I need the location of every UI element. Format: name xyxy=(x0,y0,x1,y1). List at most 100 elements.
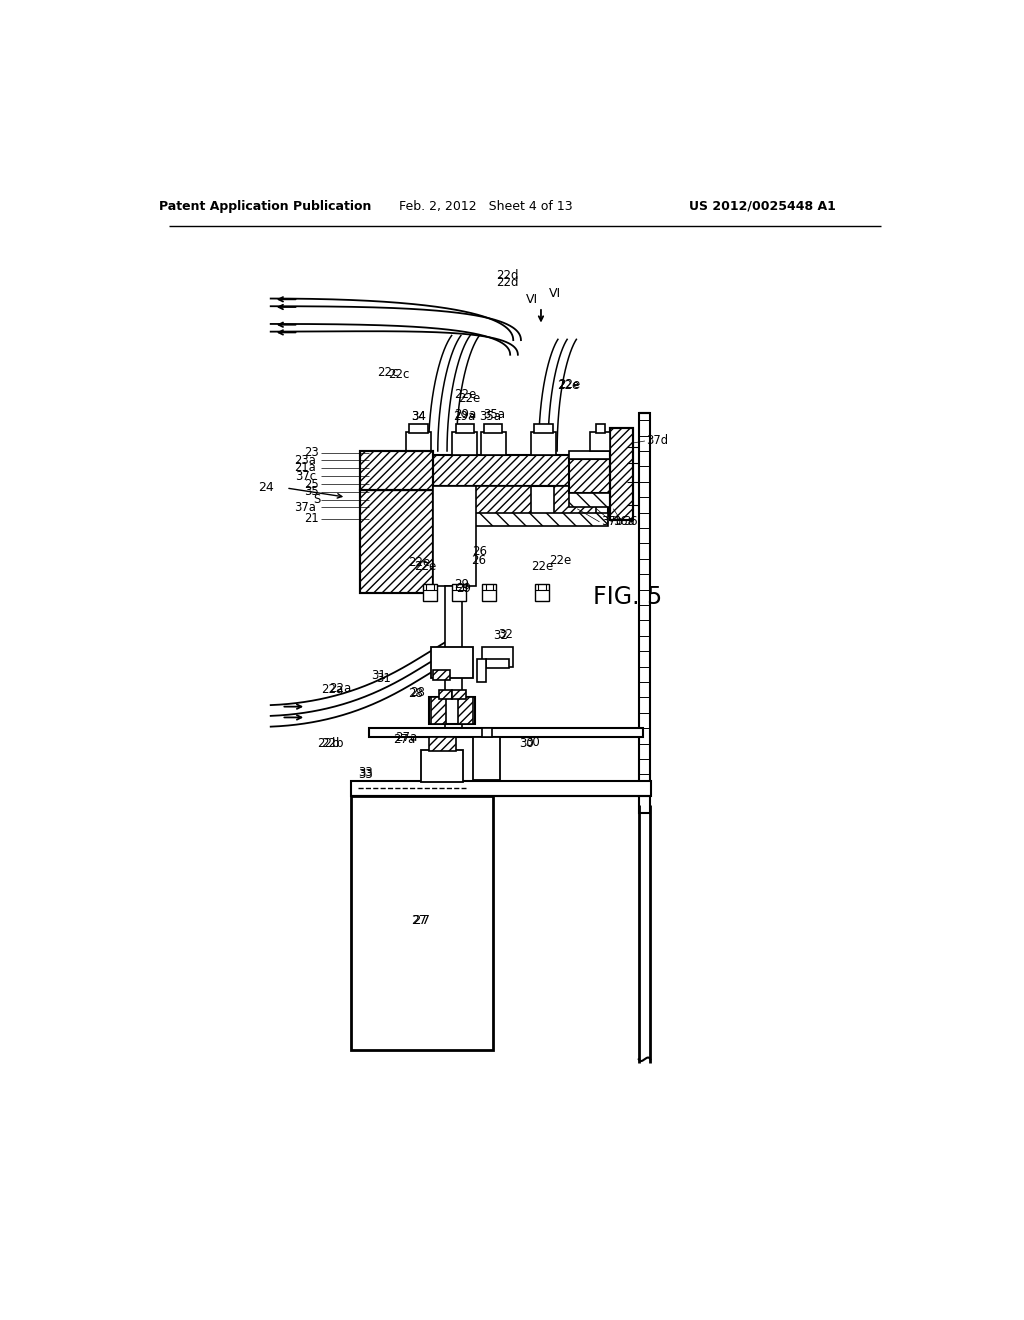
Text: 22e: 22e xyxy=(415,560,436,573)
Text: 33: 33 xyxy=(358,767,373,779)
Bar xyxy=(410,424,428,433)
Bar xyxy=(429,738,457,751)
Bar xyxy=(431,647,473,678)
Text: 34: 34 xyxy=(411,409,426,422)
Text: 30: 30 xyxy=(524,735,540,748)
Bar xyxy=(481,432,506,455)
Bar xyxy=(482,729,492,738)
Bar xyxy=(433,486,475,586)
Text: 22e: 22e xyxy=(455,388,476,401)
Text: 37b: 37b xyxy=(601,515,623,528)
Text: 27a: 27a xyxy=(395,731,418,744)
Bar xyxy=(453,585,466,601)
Bar xyxy=(609,428,633,520)
Bar xyxy=(351,780,651,796)
Text: 22b: 22b xyxy=(316,737,339,750)
Bar xyxy=(569,494,615,507)
Text: 21a: 21a xyxy=(294,462,316,474)
Text: 22e: 22e xyxy=(549,554,571,566)
Text: 24: 24 xyxy=(258,482,273,495)
Bar xyxy=(639,412,650,813)
Bar xyxy=(429,697,475,725)
Bar xyxy=(351,796,494,1051)
Bar xyxy=(431,697,446,725)
Text: 27: 27 xyxy=(413,915,430,927)
Bar xyxy=(379,486,425,516)
Bar xyxy=(458,697,473,725)
Text: 22a: 22a xyxy=(330,681,351,694)
Text: 23a: 23a xyxy=(294,454,316,467)
Bar xyxy=(407,432,431,455)
Bar xyxy=(531,432,556,455)
Text: Patent Application Publication: Patent Application Publication xyxy=(159,199,372,213)
Text: 22d: 22d xyxy=(497,269,519,282)
Text: 28: 28 xyxy=(409,686,423,700)
Text: 31: 31 xyxy=(376,672,391,685)
Text: 22b: 22b xyxy=(322,737,344,750)
Text: VI: VI xyxy=(549,286,561,300)
Text: 22c: 22c xyxy=(388,367,410,380)
Text: 22e: 22e xyxy=(531,560,554,573)
Text: 29a: 29a xyxy=(455,408,476,421)
Bar xyxy=(360,490,433,594)
Bar xyxy=(569,459,615,494)
Text: 22a: 22a xyxy=(322,684,344,696)
Text: 25: 25 xyxy=(304,478,318,491)
Text: Feb. 2, 2012   Sheet 4 of 13: Feb. 2, 2012 Sheet 4 of 13 xyxy=(399,199,573,213)
Bar xyxy=(590,432,609,451)
Bar xyxy=(379,512,608,527)
Text: 29: 29 xyxy=(456,582,471,594)
Text: 36a: 36a xyxy=(613,515,635,528)
Text: 37a: 37a xyxy=(294,500,316,513)
Bar xyxy=(535,585,549,601)
Text: 22e: 22e xyxy=(558,378,581,391)
Text: 28: 28 xyxy=(410,686,425,700)
Bar xyxy=(569,451,615,459)
Bar xyxy=(477,659,486,682)
Bar xyxy=(469,486,531,516)
Bar xyxy=(433,671,451,680)
Text: 37c: 37c xyxy=(295,470,316,483)
Text: 22e: 22e xyxy=(458,392,480,405)
Text: 27a: 27a xyxy=(393,733,416,746)
Text: 26: 26 xyxy=(472,545,486,557)
Text: 22c: 22c xyxy=(377,366,398,379)
Text: 29: 29 xyxy=(455,578,469,591)
Text: 23: 23 xyxy=(304,446,318,459)
Text: 31: 31 xyxy=(372,669,386,682)
Bar xyxy=(596,424,605,433)
Text: FIG. 5: FIG. 5 xyxy=(593,585,662,610)
Text: 35a: 35a xyxy=(483,408,505,421)
Bar xyxy=(535,424,553,433)
Circle shape xyxy=(444,541,449,545)
Text: 35a: 35a xyxy=(479,409,501,422)
Bar xyxy=(370,729,643,738)
Bar xyxy=(554,486,596,516)
Bar xyxy=(421,750,463,781)
Text: 29a: 29a xyxy=(453,409,475,422)
Text: S: S xyxy=(313,492,321,506)
Circle shape xyxy=(463,541,468,545)
Text: 37d: 37d xyxy=(646,434,669,447)
Bar xyxy=(438,689,453,700)
Text: 22e: 22e xyxy=(409,556,431,569)
Text: US 2012/0025448 A1: US 2012/0025448 A1 xyxy=(688,199,836,213)
Text: 27: 27 xyxy=(412,915,427,927)
Bar xyxy=(379,455,587,486)
Bar xyxy=(609,428,633,520)
Text: 21: 21 xyxy=(304,512,318,525)
Bar xyxy=(473,738,500,780)
Bar xyxy=(370,486,608,516)
Bar xyxy=(423,585,437,601)
Text: 32: 32 xyxy=(498,628,513,640)
Bar xyxy=(360,451,433,490)
Text: VI: VI xyxy=(525,293,538,306)
Bar xyxy=(453,689,466,700)
Text: 26: 26 xyxy=(471,554,486,566)
Text: 34: 34 xyxy=(411,409,426,422)
Text: 33: 33 xyxy=(357,768,373,781)
Bar xyxy=(484,424,503,433)
Bar xyxy=(456,424,474,433)
Bar xyxy=(453,432,477,455)
Text: 30: 30 xyxy=(519,737,535,750)
